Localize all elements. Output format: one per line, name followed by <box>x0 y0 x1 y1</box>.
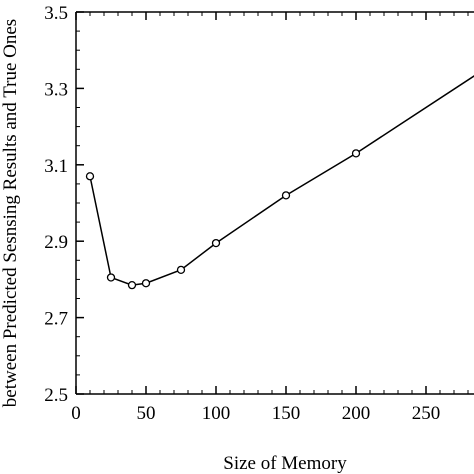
x-tick-label: 100 <box>202 403 231 424</box>
data-point <box>106 273 116 282</box>
series-line <box>89 75 474 286</box>
data-point <box>85 172 95 181</box>
x-tick-label: 0 <box>71 403 81 424</box>
plot-axes: 0501001502002503002.52.72.93.13.33.5 <box>44 3 474 424</box>
data-point <box>141 279 151 288</box>
y-tick-label: 3.3 <box>44 79 68 100</box>
y-tick-label: 2.9 <box>44 232 68 253</box>
x-tick-label: 200 <box>342 403 371 424</box>
data-point <box>127 280 137 290</box>
y-axis-label: between Predicted Sesnsing Results and T… <box>0 19 21 407</box>
x-tick-label: 250 <box>412 403 441 424</box>
data-point <box>211 238 221 248</box>
x-tick-label: 150 <box>272 403 301 424</box>
data-point <box>351 149 361 158</box>
y-tick-label: 3.5 <box>44 3 68 24</box>
data-point <box>176 265 186 275</box>
data-point <box>281 191 291 200</box>
y-tick-label: 2.7 <box>44 309 68 330</box>
x-axis-label: Size of Memory <box>223 453 347 474</box>
y-tick-label: 3.1 <box>44 156 68 177</box>
series-layer <box>85 75 474 290</box>
x-tick-label: 50 <box>137 403 156 424</box>
y-tick-label: 2.5 <box>44 385 68 406</box>
